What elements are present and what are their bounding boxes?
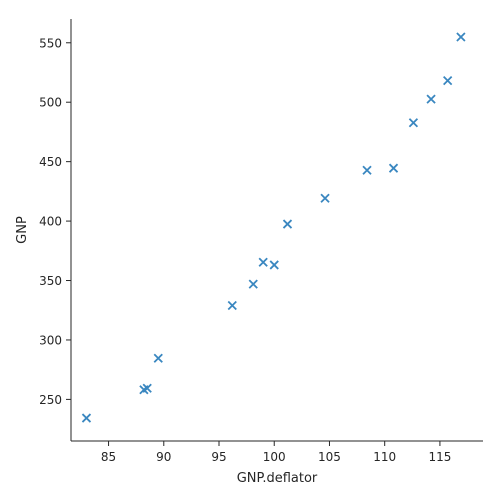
y-axis-label: GNP — [15, 216, 30, 244]
data-point — [362, 165, 372, 175]
y-tick-label: 300 — [39, 333, 62, 347]
data-point — [81, 413, 92, 423]
x-tick-label: 110 — [373, 450, 396, 464]
data-point — [248, 279, 258, 289]
x-tick-label: 95 — [211, 450, 226, 464]
x-tick-label: 115 — [428, 450, 451, 464]
x-tick-label: 85 — [101, 450, 116, 464]
data-point — [426, 94, 436, 104]
data-point — [320, 193, 330, 203]
y-tick-label: 450 — [39, 155, 62, 169]
x-tick-label: 100 — [263, 450, 286, 464]
y-tick-label: 550 — [39, 36, 62, 50]
x-tick-label: 90 — [156, 450, 171, 464]
y-tick-label: 400 — [39, 215, 62, 229]
data-point — [408, 118, 419, 128]
y-tick-label: 500 — [39, 96, 62, 110]
data-point — [227, 300, 237, 311]
data-point — [139, 385, 149, 395]
points-layer — [81, 32, 466, 423]
data-point — [456, 32, 466, 42]
ticks-layer: 85 90 95 100 105 110 115 250 300 350 400 450 500 550 — [39, 36, 451, 464]
data-point — [388, 163, 399, 173]
y-tick-label: 250 — [39, 393, 62, 407]
x-axis-label: GNP.deflator — [237, 471, 318, 486]
y-tick-label: 350 — [39, 274, 62, 288]
x-tick-label: 105 — [318, 450, 341, 464]
data-point — [258, 257, 268, 267]
data-point — [443, 75, 453, 86]
data-point — [269, 260, 279, 270]
data-point — [282, 219, 293, 229]
data-point — [153, 353, 163, 363]
